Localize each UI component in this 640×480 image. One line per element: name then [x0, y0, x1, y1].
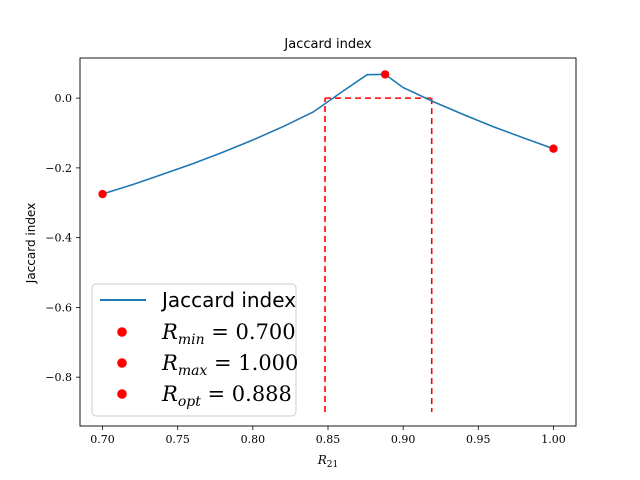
legend-marker [117, 389, 127, 399]
legend-marker [117, 358, 127, 368]
legend-label: Ropt = 0.888 [161, 382, 292, 410]
legend: Jaccard index Rmin = 0.700 Rmax = 1.000 Rop… [91, 283, 298, 417]
y-tick-label: −0.8 [45, 371, 72, 384]
y-axis-label: Jaccard index [24, 203, 38, 284]
x-tick-label: 0.90 [391, 433, 416, 446]
y-tick-label: 0.0 [55, 92, 73, 105]
legend-box [91, 283, 297, 417]
y-tick-label: −0.2 [45, 162, 72, 175]
y-tick-label: −0.6 [45, 301, 72, 314]
x-tick-label: 0.70 [90, 433, 115, 446]
x-tick-label: 0.80 [241, 433, 266, 446]
x-axis: 0.70 0.75 0.80 0.85 0.90 0.95 1.00 [90, 426, 566, 446]
y-tick-label: −0.4 [45, 232, 72, 245]
x-tick-label: 0.95 [466, 433, 491, 446]
x-tick-label: 1.00 [541, 433, 566, 446]
chart-title: Jaccard index [283, 37, 371, 52]
series-line-jaccard-index [102, 73, 554, 195]
legend-label: Rmin = 0.700 [161, 320, 296, 348]
data-point [380, 70, 390, 79]
x-tick-label: 0.75 [165, 433, 190, 446]
x-tick-label: 0.85 [316, 433, 341, 446]
data-point [98, 189, 107, 199]
legend-marker [117, 327, 127, 337]
legend-label: Jaccard index [160, 288, 296, 312]
data-point [549, 144, 558, 153]
x-axis-label: R21 [317, 453, 339, 470]
y-axis: 0.0 −0.2 −0.4 −0.6 −0.8 [45, 92, 80, 384]
legend-label: Rmax = 1.000 [161, 351, 298, 379]
